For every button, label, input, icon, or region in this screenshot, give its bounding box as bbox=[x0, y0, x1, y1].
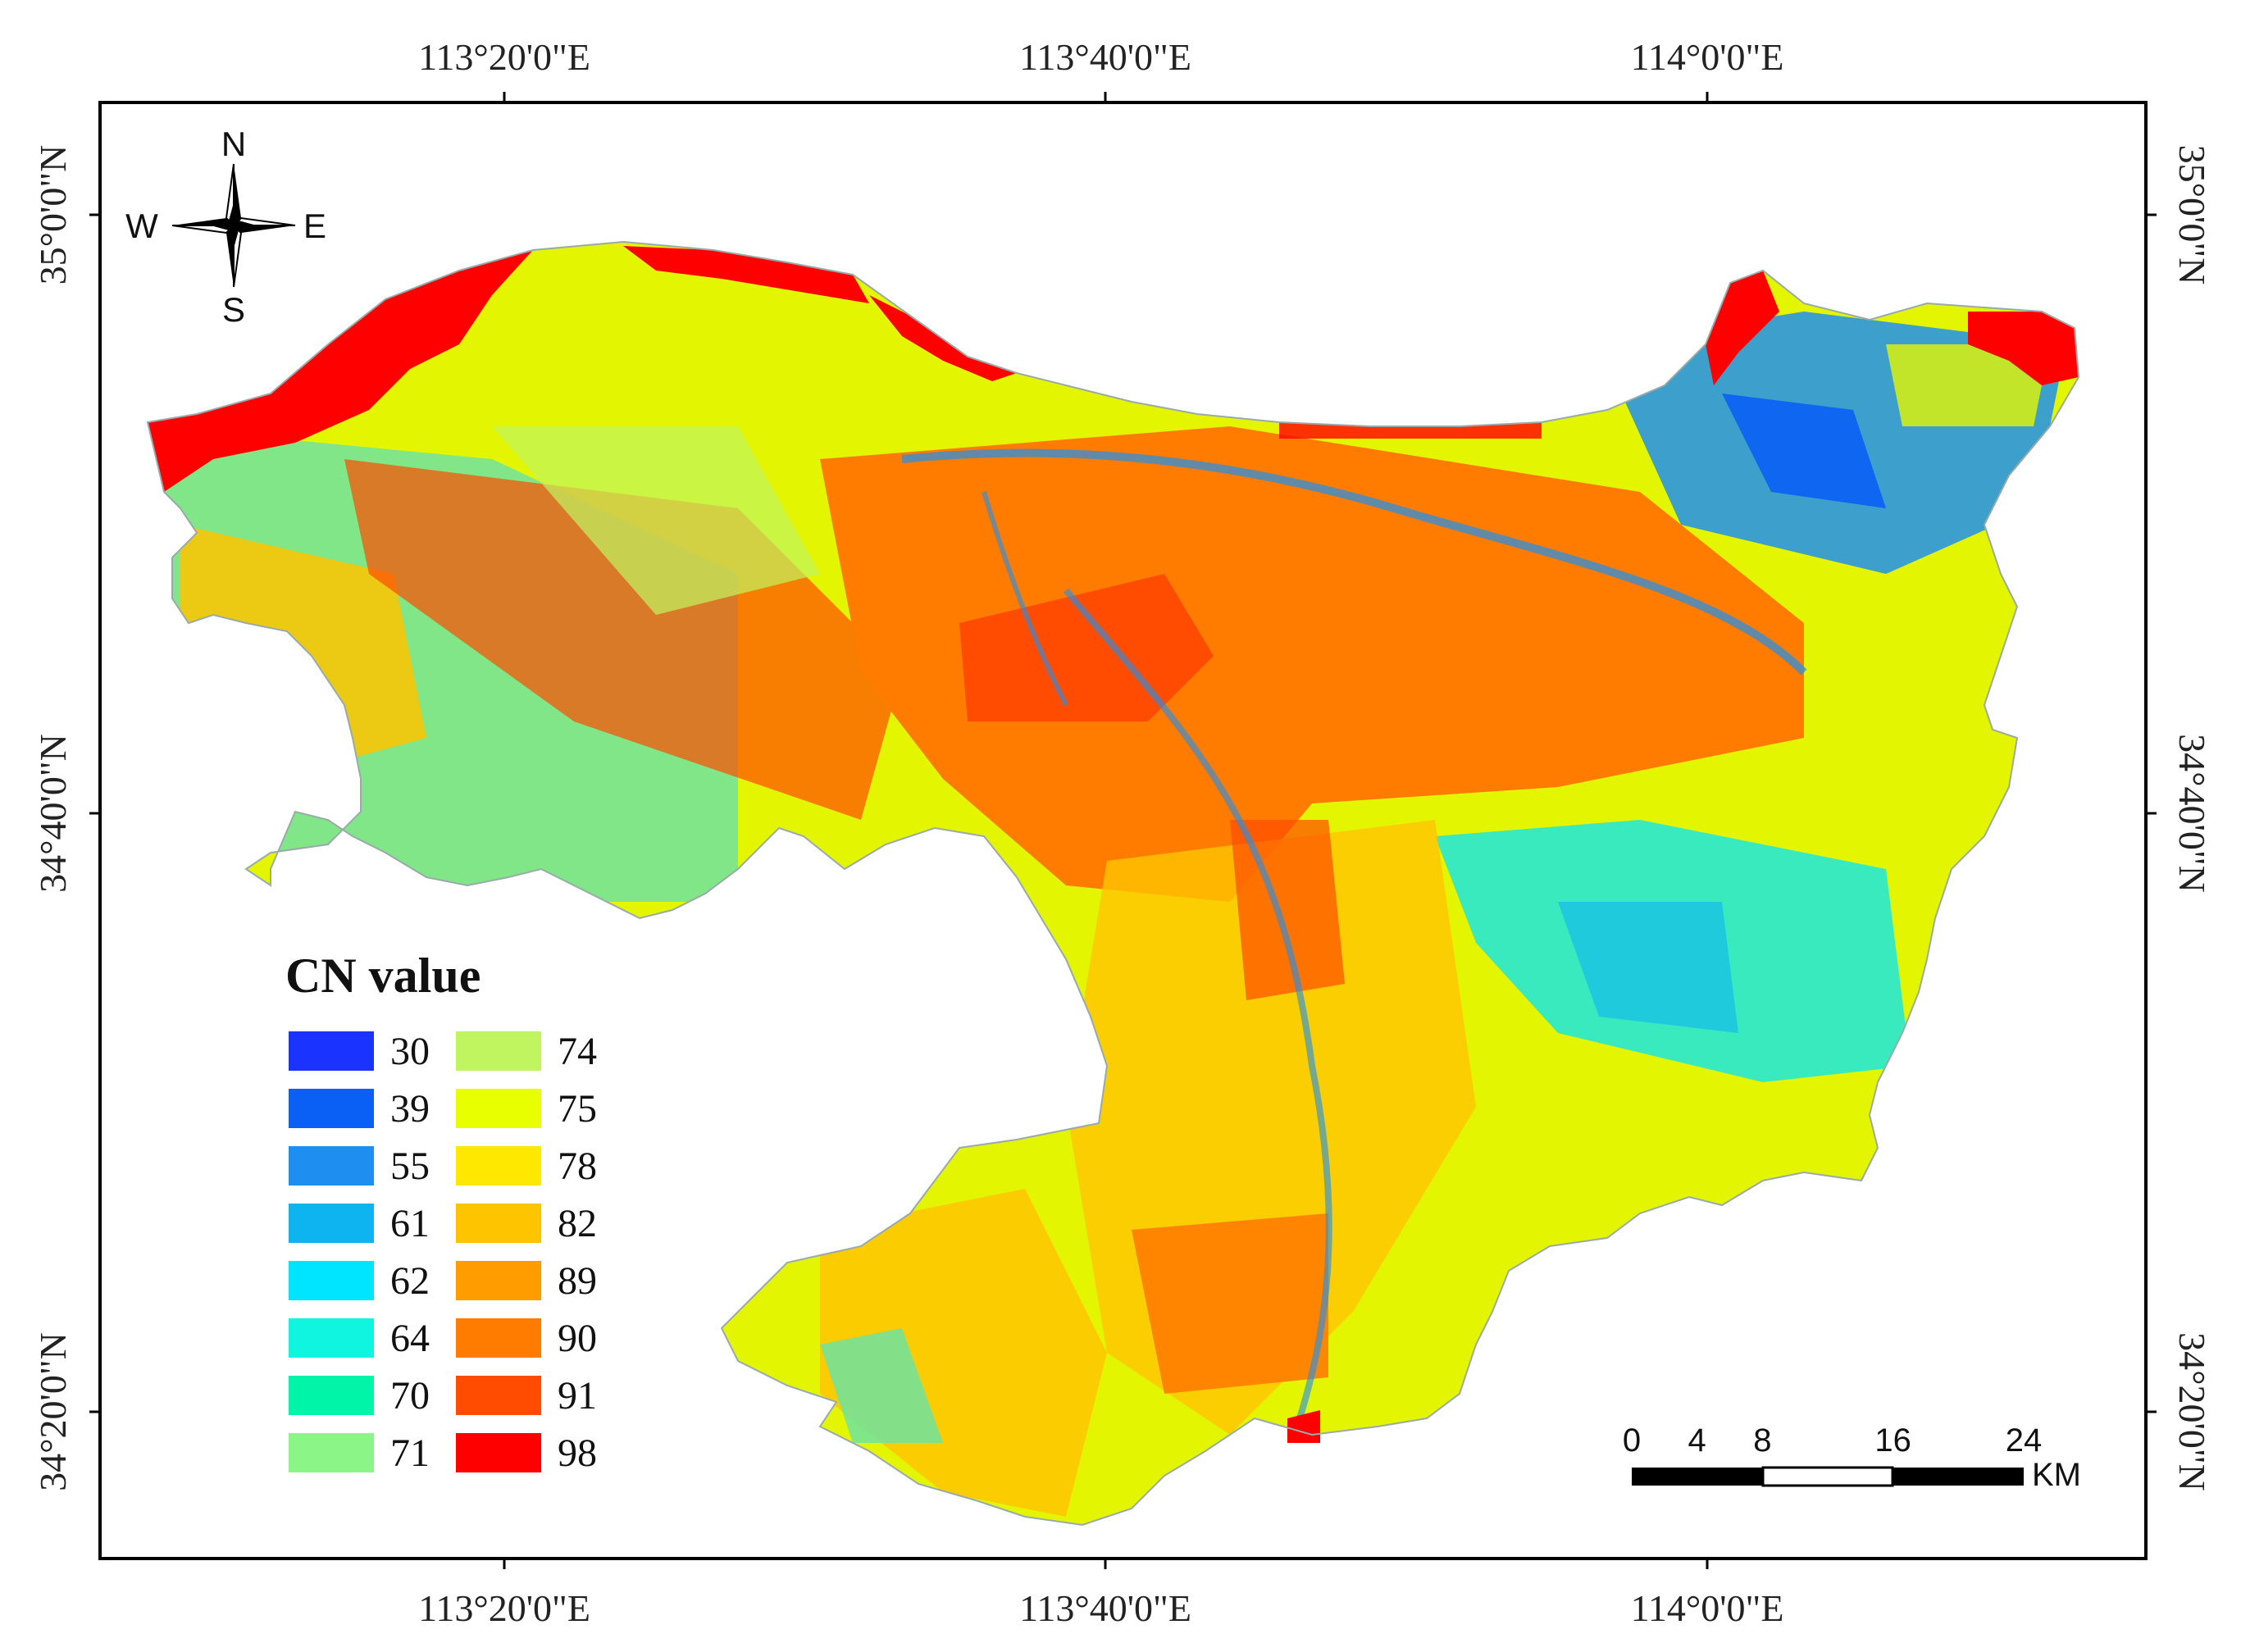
legend-label-75: 75 bbox=[558, 1087, 597, 1131]
legend-swatch-75 bbox=[456, 1089, 541, 1128]
grid-ticks bbox=[89, 92, 2157, 1569]
legend-swatch-91 bbox=[456, 1376, 541, 1415]
legend-swatch-30 bbox=[289, 1031, 374, 1071]
scale-seg-2 bbox=[1761, 1466, 1894, 1487]
legend-label-74: 74 bbox=[558, 1030, 597, 1073]
legend-label-61: 61 bbox=[390, 1202, 430, 1245]
legend-swatch-71 bbox=[289, 1433, 374, 1472]
legend-swatch-90 bbox=[456, 1318, 541, 1358]
scale-tick-8: 8 bbox=[1753, 1422, 1771, 1459]
legend-label-90: 90 bbox=[558, 1317, 597, 1360]
scale-seg-3 bbox=[1893, 1468, 2024, 1486]
legend-swatch-55 bbox=[289, 1146, 374, 1186]
legend-label-62: 62 bbox=[390, 1259, 430, 1303]
scale-tick-0: 0 bbox=[1623, 1422, 1641, 1459]
scale-tick-4: 4 bbox=[1688, 1422, 1706, 1459]
grid-label-left-3: 34°20'0"N bbox=[32, 1332, 74, 1491]
scale-bar: 0 4 8 16 24 KM bbox=[1623, 1422, 2081, 1493]
legend-label-39: 39 bbox=[390, 1087, 430, 1131]
legend-label-55: 55 bbox=[390, 1145, 430, 1188]
grid-label-top-1: 113°20'0"E bbox=[418, 36, 590, 78]
legend-label-30: 30 bbox=[390, 1030, 430, 1073]
legend-label-82: 82 bbox=[558, 1202, 597, 1245]
legend-label-78: 78 bbox=[558, 1145, 597, 1188]
legend-label-64: 64 bbox=[390, 1317, 430, 1360]
scale-unit: KM bbox=[2032, 1457, 2081, 1493]
compass-e: E bbox=[303, 207, 326, 245]
legend: CN value 30 39 55 61 62 64 70 71 74 75 78 82 89 90 91 9… bbox=[285, 949, 597, 1475]
legend-swatch-98 bbox=[456, 1433, 541, 1472]
compass-s: S bbox=[222, 290, 245, 329]
legend-swatch-70 bbox=[289, 1376, 374, 1415]
legend-swatch-89 bbox=[456, 1261, 541, 1300]
map-frame bbox=[98, 101, 2148, 1560]
legend-swatch-74 bbox=[456, 1031, 541, 1071]
grid-label-top-3: 114°0'0"E bbox=[1631, 36, 1784, 78]
grid-label-left-1: 35°0'0"N bbox=[32, 145, 74, 285]
scale-seg-1 bbox=[1632, 1468, 1763, 1486]
legend-swatch-61 bbox=[289, 1204, 374, 1243]
grid-label-bottom-3: 114°0'0"E bbox=[1631, 1587, 1784, 1629]
compass-n: N bbox=[221, 125, 246, 163]
grid-label-right-2: 34°40'0"N bbox=[2171, 734, 2213, 893]
legend-label-71: 71 bbox=[390, 1431, 430, 1475]
legend-label-98: 98 bbox=[558, 1431, 597, 1475]
legend-label-91: 91 bbox=[558, 1374, 597, 1418]
grid-label-right-3: 34°20'0"N bbox=[2171, 1332, 2213, 1491]
scale-tick-24: 24 bbox=[2006, 1422, 2043, 1459]
legend-label-89: 89 bbox=[558, 1259, 597, 1303]
grid-label-top-2: 113°40'0"E bbox=[1019, 36, 1191, 78]
legend-swatch-62 bbox=[289, 1261, 374, 1300]
north-arrow-icon bbox=[171, 163, 296, 288]
legend-label-70: 70 bbox=[390, 1374, 430, 1418]
legend-title: CN value bbox=[285, 949, 481, 1003]
grid-label-right-1: 35°0'0"N bbox=[2171, 145, 2213, 285]
scale-tick-16: 16 bbox=[1874, 1422, 1911, 1459]
compass-w: W bbox=[125, 207, 158, 245]
legend-swatch-39 bbox=[289, 1089, 374, 1128]
legend-swatch-64 bbox=[289, 1318, 374, 1358]
grid-label-bottom-2: 113°40'0"E bbox=[1019, 1587, 1191, 1629]
grid-label-left-2: 34°40'0"N bbox=[32, 734, 74, 893]
legend-swatch-78 bbox=[456, 1146, 541, 1186]
legend-swatch-82 bbox=[456, 1204, 541, 1243]
grid-label-bottom-1: 113°20'0"E bbox=[418, 1587, 590, 1629]
